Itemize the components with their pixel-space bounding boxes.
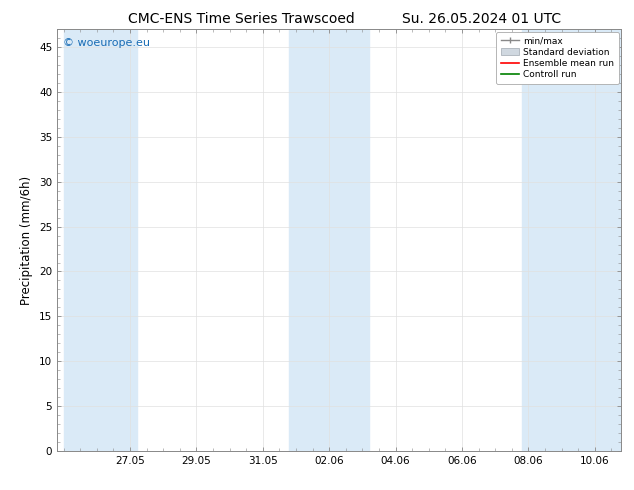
Bar <box>289 29 369 451</box>
Bar <box>63 29 137 451</box>
Y-axis label: Precipitation (mm/6h): Precipitation (mm/6h) <box>20 175 34 305</box>
Text: Su. 26.05.2024 01 UTC: Su. 26.05.2024 01 UTC <box>403 12 561 26</box>
Bar <box>522 29 621 451</box>
Text: CMC-ENS Time Series Trawscoed: CMC-ENS Time Series Trawscoed <box>127 12 354 26</box>
Legend: min/max, Standard deviation, Ensemble mean run, Controll run: min/max, Standard deviation, Ensemble me… <box>496 32 619 84</box>
Text: © woeurope.eu: © woeurope.eu <box>63 38 150 48</box>
